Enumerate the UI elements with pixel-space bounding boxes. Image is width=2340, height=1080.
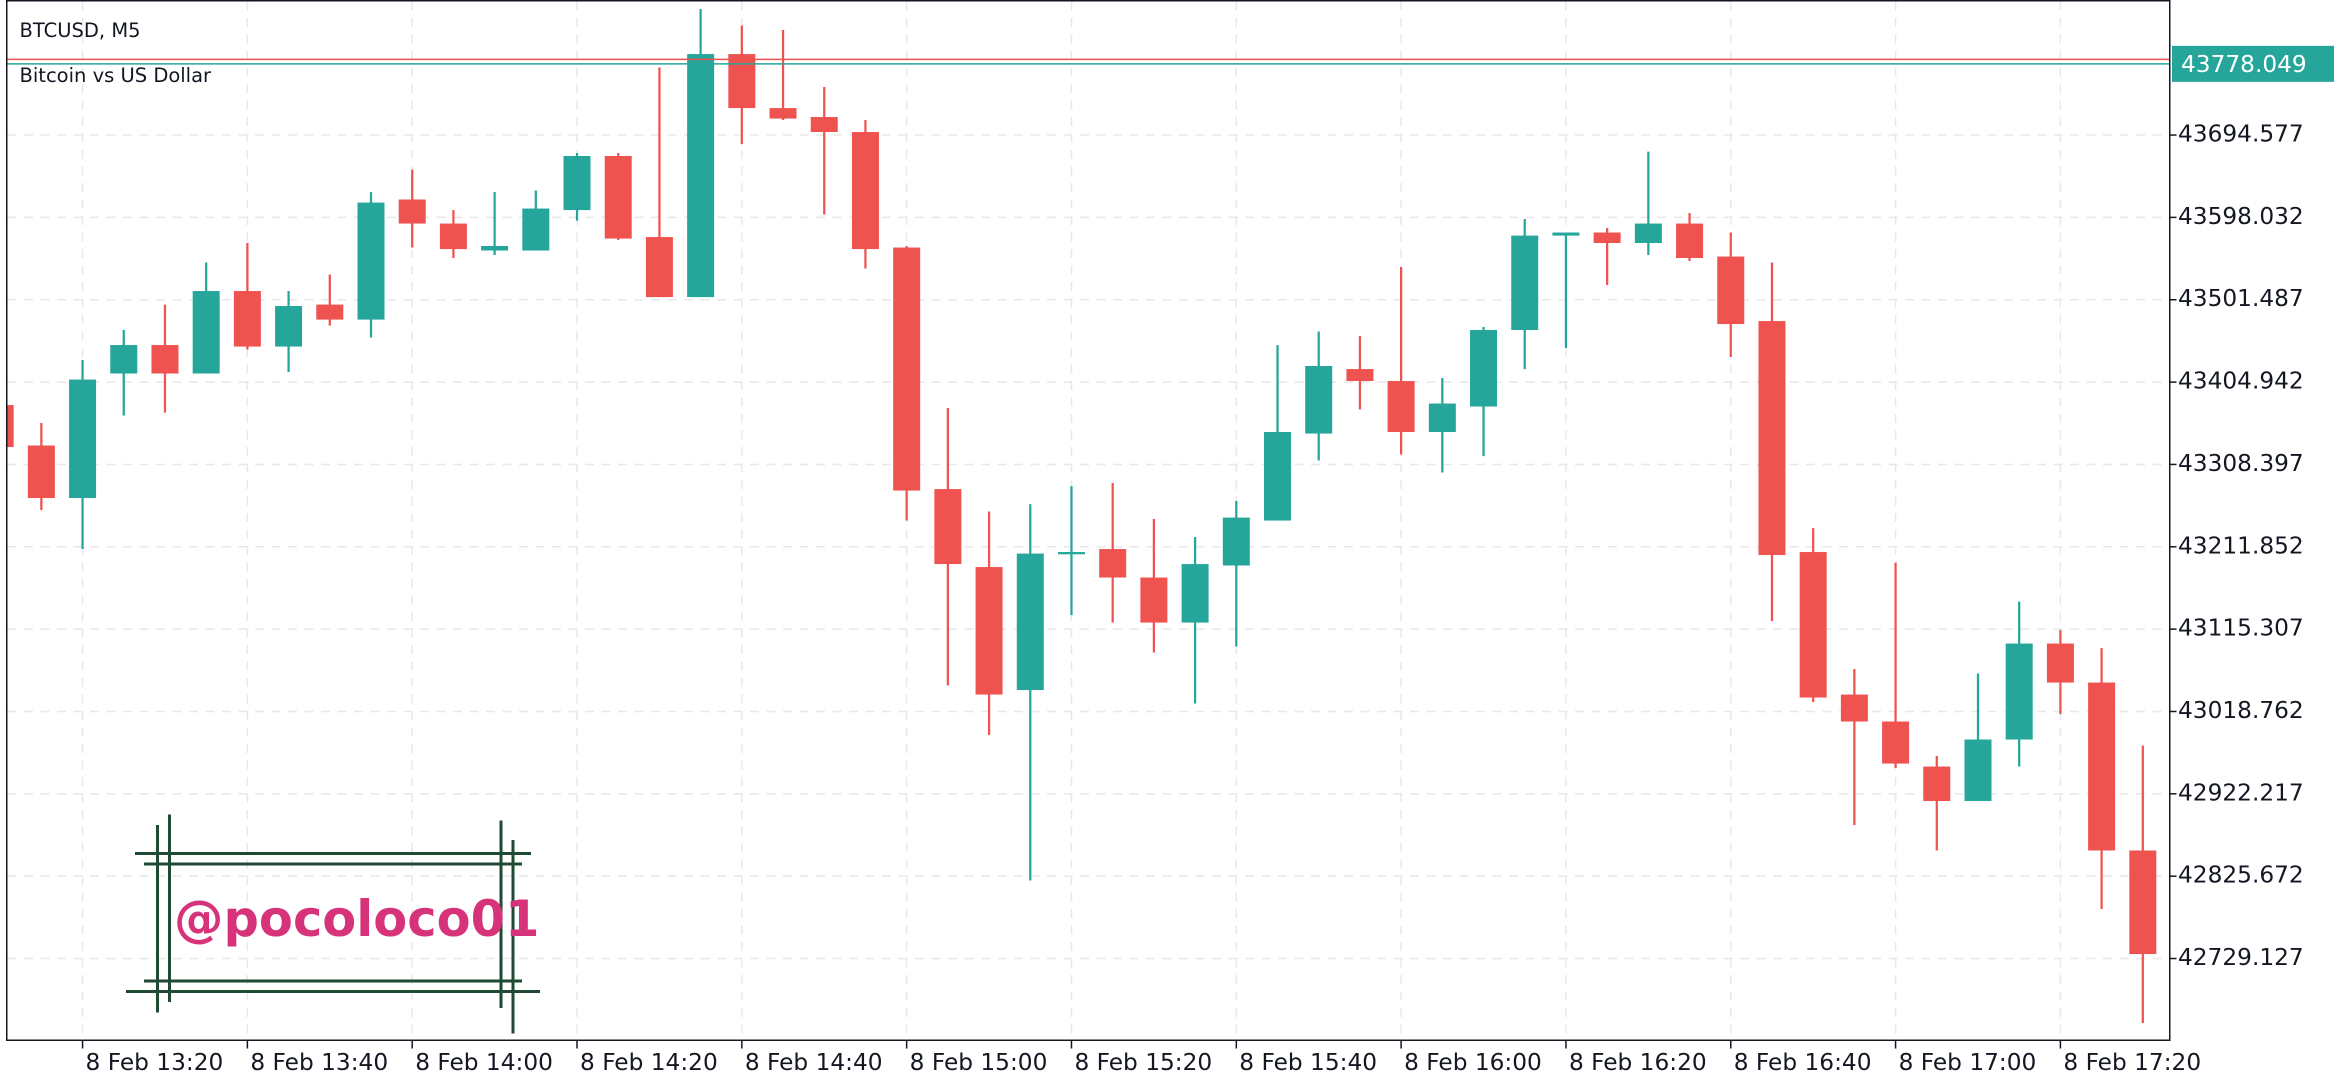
watermark-frame bbox=[126, 814, 540, 1034]
candle-body bbox=[192, 291, 220, 374]
x-tick-label: 8 Feb 15:00 bbox=[910, 1049, 1048, 1076]
candle-body bbox=[1758, 321, 1786, 556]
y-tick-label: 43018.762 bbox=[2178, 697, 2304, 724]
x-tick-label: 8 Feb 16:00 bbox=[1404, 1049, 1542, 1076]
candle-body bbox=[1387, 381, 1415, 433]
candle-body bbox=[893, 247, 921, 491]
candle-body bbox=[1923, 766, 1951, 802]
y-tick-label: 43694.577 bbox=[2178, 121, 2304, 148]
x-tick-label: 8 Feb 14:00 bbox=[415, 1049, 553, 1076]
y-tick-label: 43404.942 bbox=[2178, 368, 2304, 395]
plot-border bbox=[6, 0, 2171, 1041]
x-tick-label: 8 Feb 16:20 bbox=[1569, 1049, 1707, 1076]
y-tick-label: 43501.487 bbox=[2178, 285, 2304, 312]
candle-body bbox=[27, 445, 55, 499]
candle-body bbox=[645, 237, 673, 298]
candle-body bbox=[398, 199, 426, 224]
candle-body bbox=[7, 405, 14, 448]
candle-body bbox=[316, 304, 344, 320]
x-tick-label: 8 Feb 17:20 bbox=[2063, 1049, 2201, 1076]
candle-body bbox=[1799, 552, 1827, 698]
candle-body bbox=[481, 245, 509, 251]
candle-body bbox=[1181, 564, 1209, 623]
candle-body bbox=[2088, 682, 2116, 851]
candle-body bbox=[769, 108, 797, 119]
candle-body bbox=[1057, 552, 1085, 555]
x-tick-label: 8 Feb 15:40 bbox=[1239, 1049, 1377, 1076]
candle-body bbox=[2046, 643, 2074, 683]
x-tick-label: 8 Feb 13:20 bbox=[86, 1049, 224, 1076]
candle-body bbox=[357, 202, 385, 320]
candle-body bbox=[1882, 721, 1910, 764]
x-tick-label: 8 Feb 17:00 bbox=[1899, 1049, 2037, 1076]
x-tick-label: 8 Feb 15:20 bbox=[1074, 1049, 1212, 1076]
watermark-text: @pocoloco01 bbox=[174, 890, 540, 948]
x-tick-label: 8 Feb 13:40 bbox=[250, 1049, 388, 1076]
candle-body bbox=[439, 223, 467, 250]
symbol-label: BTCUSD, M5 bbox=[20, 19, 141, 42]
candle-body bbox=[1305, 366, 1333, 434]
candle-body bbox=[522, 208, 550, 251]
candle-body bbox=[851, 132, 879, 250]
candle-body bbox=[1140, 577, 1168, 623]
x-tick-label: 8 Feb 14:20 bbox=[580, 1049, 718, 1076]
candle-body bbox=[69, 379, 97, 499]
candle-body bbox=[2129, 850, 2157, 955]
candle-body bbox=[233, 291, 261, 347]
candle-body bbox=[1099, 549, 1127, 578]
candle-body bbox=[1676, 223, 1704, 259]
candle-body bbox=[2005, 643, 2033, 740]
candle-body bbox=[1552, 232, 1580, 236]
x-tick-label: 8 Feb 14:40 bbox=[745, 1049, 883, 1076]
candle-body bbox=[110, 345, 138, 374]
candle-body bbox=[604, 156, 632, 239]
last-price-box bbox=[2172, 45, 2334, 82]
candle-body bbox=[687, 54, 715, 298]
candle-body bbox=[1634, 223, 1662, 244]
y-tick-label: 43308.397 bbox=[2178, 450, 2304, 477]
y-tick-label: 42729.127 bbox=[2178, 944, 2304, 971]
y-tick-label: 42922.217 bbox=[2178, 779, 2304, 806]
candle-body bbox=[810, 117, 838, 133]
candle-body bbox=[1511, 235, 1539, 331]
candle-body bbox=[1717, 256, 1745, 325]
last-price-label: 43778.049 bbox=[2181, 51, 2307, 78]
candle-body bbox=[1428, 403, 1456, 433]
candle-body bbox=[1593, 232, 1621, 244]
background bbox=[6, 0, 2334, 1080]
candle-body bbox=[563, 156, 591, 211]
x-tick-label: 8 Feb 16:40 bbox=[1734, 1049, 1872, 1076]
candles bbox=[7, 9, 2157, 1024]
description-label: Bitcoin vs US Dollar bbox=[20, 64, 213, 87]
candle-body bbox=[1222, 517, 1250, 566]
candle-body bbox=[1264, 432, 1292, 521]
y-tick-label: 43598.032 bbox=[2178, 203, 2304, 230]
candle-body bbox=[151, 345, 179, 374]
candle-body bbox=[728, 54, 756, 109]
candle-body bbox=[1964, 739, 1992, 802]
candle-body bbox=[1840, 694, 1868, 722]
candle-body bbox=[975, 567, 1003, 695]
y-tick-label: 43211.852 bbox=[2178, 532, 2304, 559]
y-tick-label: 43115.307 bbox=[2178, 615, 2304, 642]
y-tick-label: 42825.672 bbox=[2178, 862, 2304, 889]
candle-body bbox=[1346, 369, 1374, 382]
candle-body bbox=[1470, 330, 1498, 407]
candle-body bbox=[934, 489, 962, 565]
candle-body bbox=[275, 306, 303, 347]
candle-body bbox=[1016, 553, 1044, 691]
